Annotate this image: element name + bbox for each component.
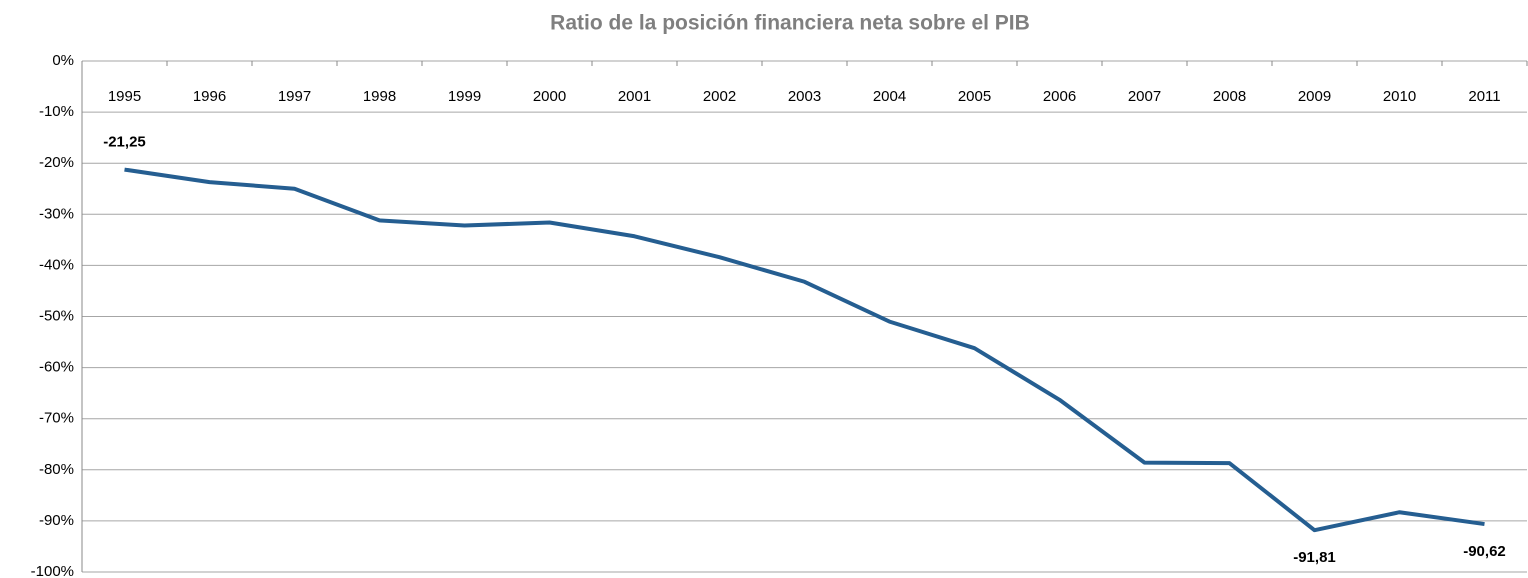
y-tick-label: -70% — [39, 410, 74, 427]
y-tick-label: -20% — [39, 154, 74, 171]
x-tick-label: 1995 — [108, 88, 141, 105]
chart-title: Ratio de la posición financiera neta sob… — [550, 12, 1030, 35]
x-tick-label: 2002 — [703, 88, 736, 105]
x-tick-label: 1998 — [363, 88, 396, 105]
x-tick-label: 2003 — [788, 88, 821, 105]
data-label: -90,62 — [1463, 543, 1506, 560]
y-tick-label: -60% — [39, 359, 74, 376]
y-tick-label: -100% — [31, 563, 74, 578]
data-line — [124, 167, 1485, 533]
x-tick-label: 2004 — [873, 88, 906, 105]
x-tick-label: 2000 — [533, 88, 566, 105]
x-tick-label: 1999 — [448, 88, 481, 105]
y-tick-label: -30% — [39, 205, 74, 222]
x-tick-label: 2007 — [1128, 88, 1161, 105]
y-tick-label: -10% — [39, 103, 74, 120]
y-tick-label: -90% — [39, 512, 74, 529]
data-label: -21,25 — [103, 134, 146, 151]
x-tick-label: 2009 — [1298, 88, 1331, 105]
x-tick-label: 2001 — [618, 88, 651, 105]
x-tick-label: 2005 — [958, 88, 991, 105]
y-tick-label: -40% — [39, 256, 74, 273]
x-tick-label: 2011 — [1468, 88, 1500, 105]
x-tick-label: 2010 — [1383, 88, 1416, 105]
x-tick-label: 1997 — [278, 88, 311, 105]
x-tick-label: 2006 — [1043, 88, 1076, 105]
x-tick-label: 2008 — [1213, 88, 1246, 105]
y-tick-label: -50% — [39, 307, 74, 324]
y-tick-label: -80% — [39, 461, 74, 478]
x-tick-label: 1996 — [193, 88, 226, 105]
y-tick-label: 0% — [52, 52, 74, 69]
data-label: -91,81 — [1293, 549, 1336, 566]
